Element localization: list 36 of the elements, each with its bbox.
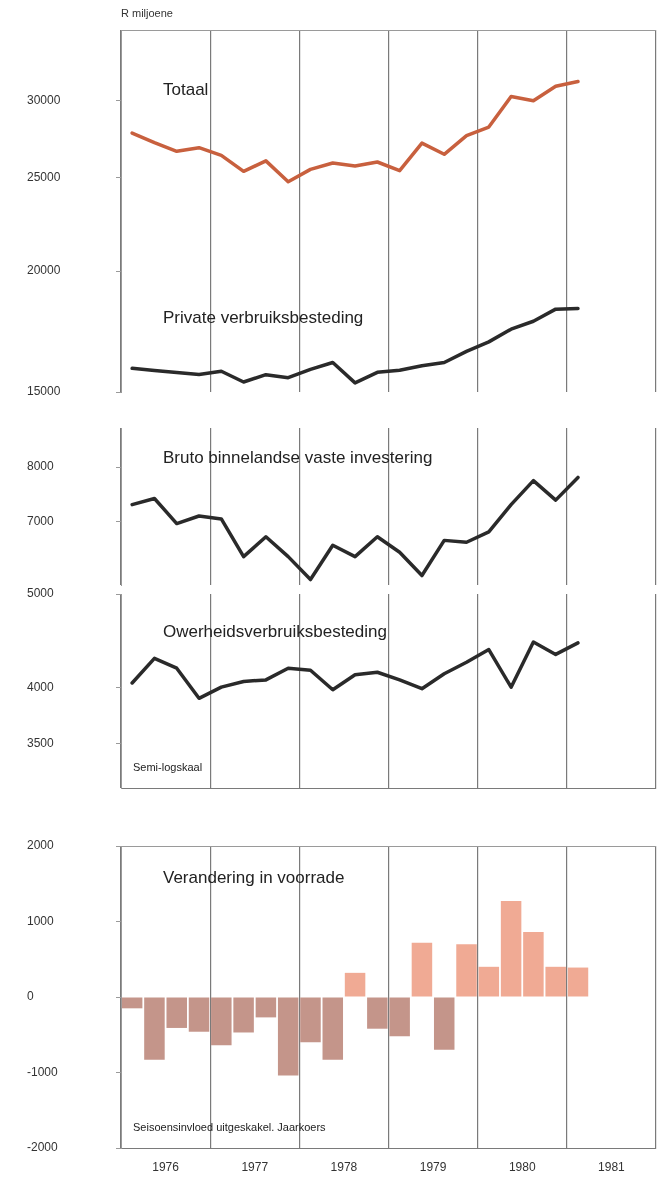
y-tick-label: 25000 — [27, 169, 61, 184]
x-tick-label: 1979 — [419, 1159, 447, 1174]
x-tick-label: 1981 — [598, 1159, 626, 1174]
annotation: Semi-logskaal — [133, 761, 203, 774]
y-axis-title: R miljoene — [121, 7, 173, 20]
y-tick-label: 15000 — [27, 384, 61, 399]
x-tick-label: 1977 — [241, 1159, 269, 1174]
bar — [433, 997, 455, 1050]
y-tick-label: 1000 — [27, 913, 55, 928]
bar — [255, 997, 277, 1018]
y-tick-label: 8000 — [27, 459, 55, 474]
bar — [567, 967, 589, 997]
y-tick-label: 5000 — [27, 586, 55, 601]
bar — [188, 997, 210, 1032]
y-tick-label: 30000 — [27, 93, 61, 108]
y-tick-label: -2000 — [27, 1140, 59, 1155]
bar — [121, 997, 143, 1009]
x-tick-label: 1980 — [508, 1159, 536, 1174]
text: Totaal — [163, 79, 209, 99]
bar — [478, 966, 500, 997]
y-tick-label: 20000 — [27, 263, 61, 278]
bar — [456, 944, 477, 997]
bar — [500, 901, 522, 997]
y-tick-label: 7000 — [27, 514, 55, 529]
bar — [300, 997, 321, 1043]
y-tick-label: 2000 — [27, 838, 55, 853]
bar — [344, 972, 366, 997]
bar — [322, 997, 344, 1060]
y-tick-label: 0 — [27, 989, 34, 1004]
bar — [277, 997, 299, 1076]
x-tick-label: 1978 — [330, 1159, 358, 1174]
x-tick-label: 1976 — [152, 1159, 180, 1174]
y-tick-label: 3500 — [27, 736, 55, 751]
y-tick-label: -1000 — [27, 1064, 59, 1079]
bar — [411, 942, 433, 997]
y-tick-label: 4000 — [27, 680, 55, 695]
